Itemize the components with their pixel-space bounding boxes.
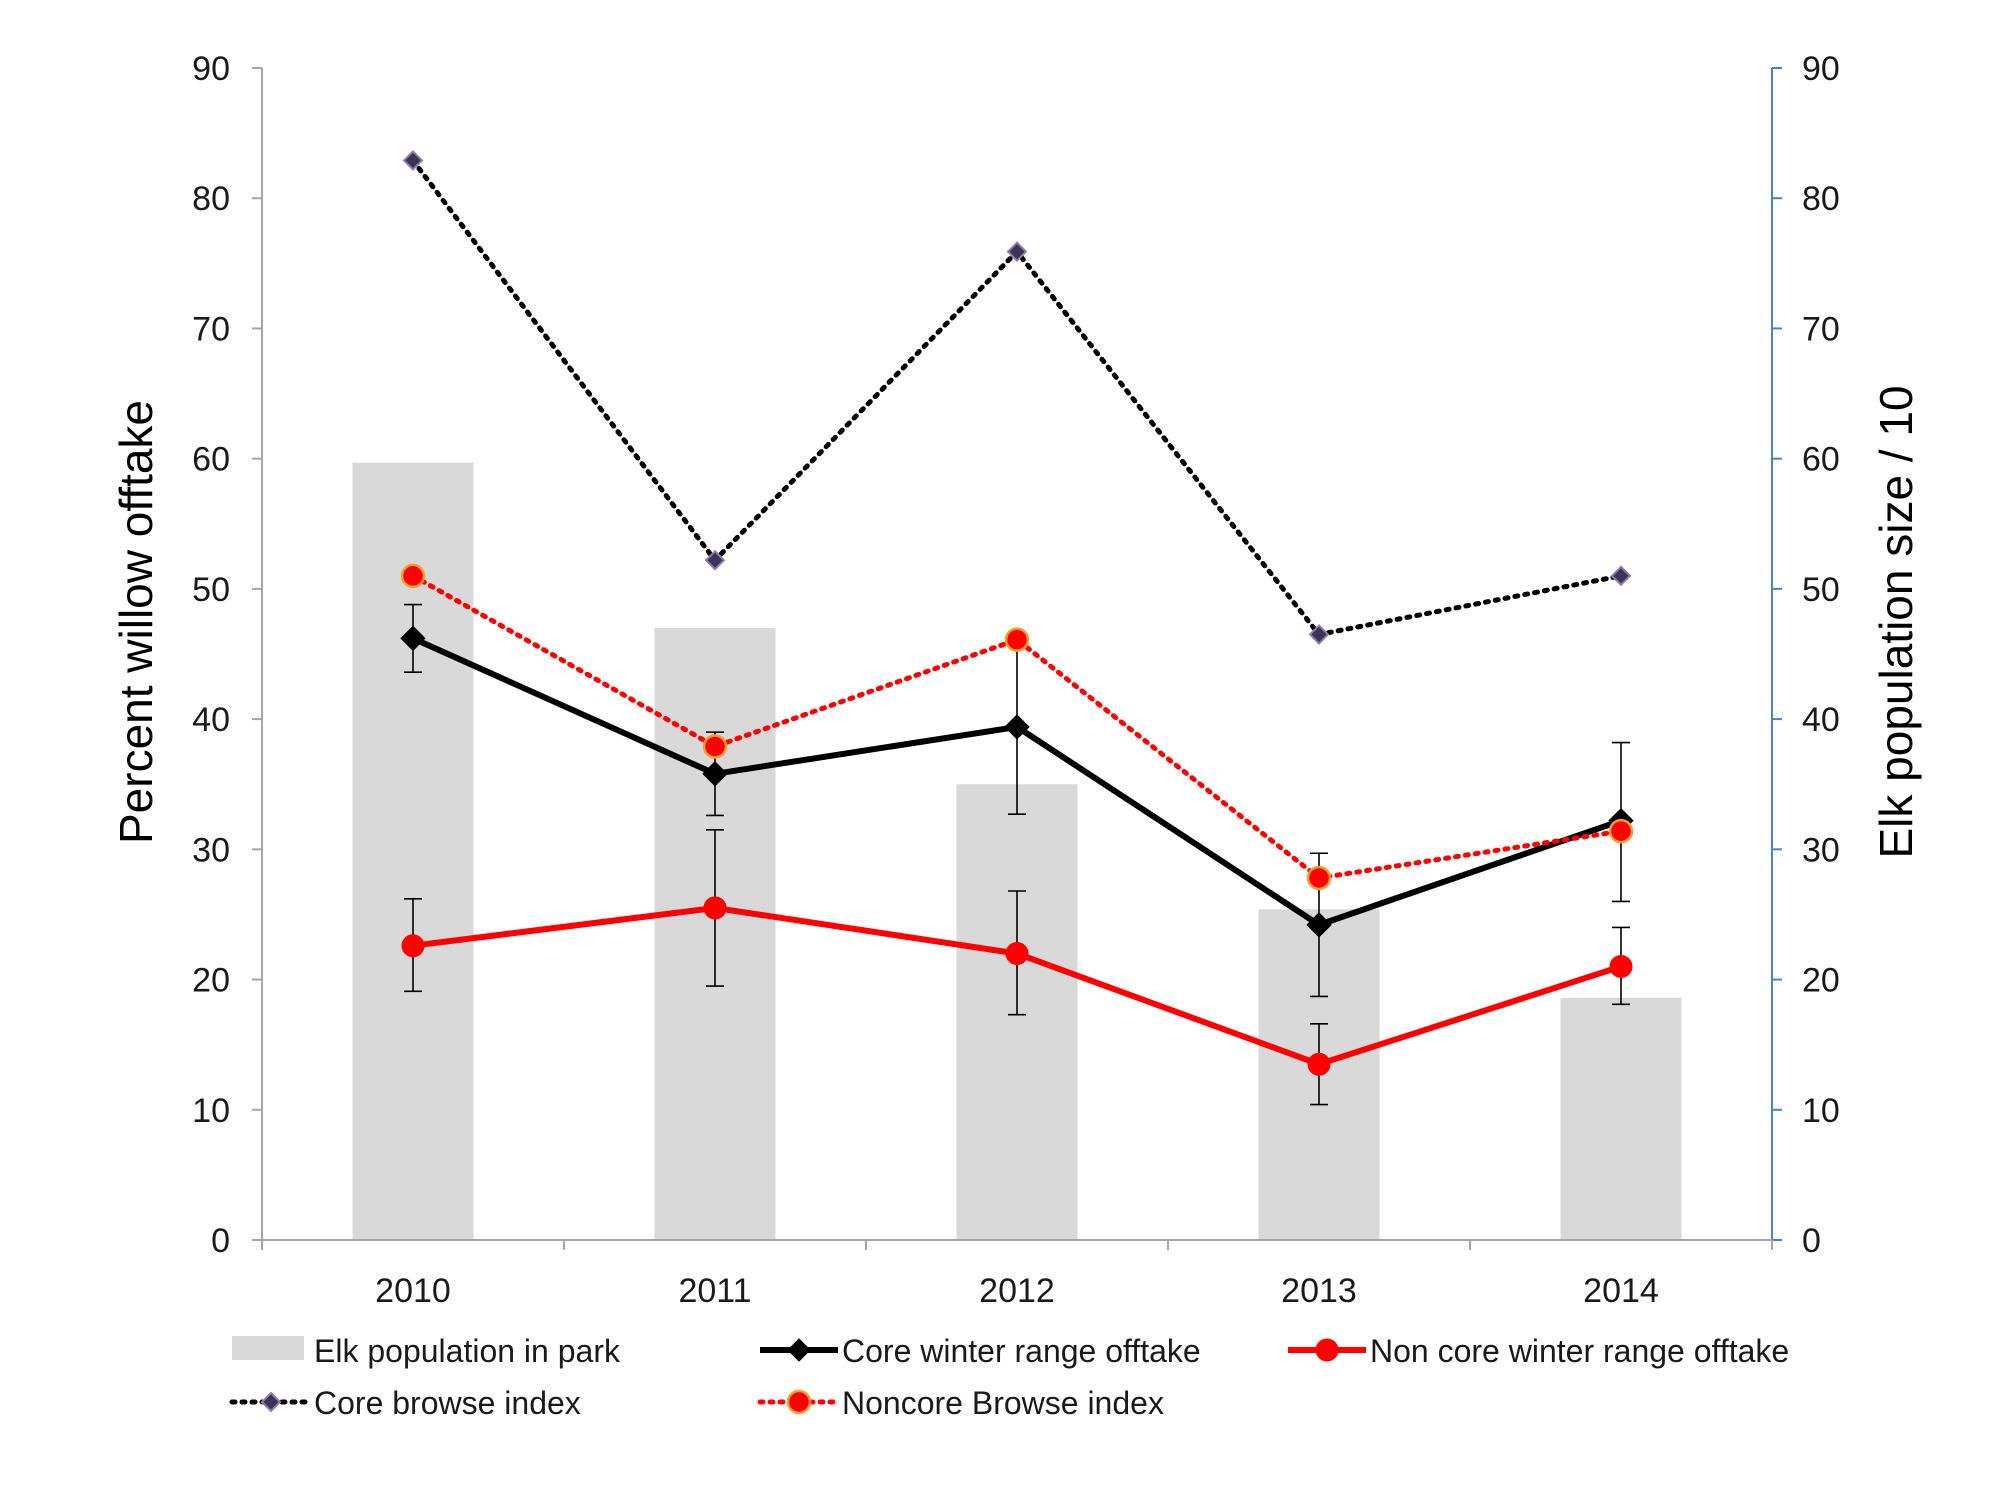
y-tick-label-left: 60	[192, 441, 230, 479]
point-non-core-winter-range-offtake-2013	[1307, 1052, 1331, 1076]
y-tick-label-left: 10	[192, 1092, 230, 1130]
x-tick-label-2012: 2012	[979, 1272, 1055, 1310]
x-tick-label-2011: 2011	[678, 1272, 751, 1310]
y-axis-right-title: Elk population size / 10	[1870, 385, 1922, 858]
y-tick-label-right: 90	[1802, 50, 1840, 88]
legend-item-elk-population-in-park: Elk population in park	[232, 1333, 621, 1369]
bar-layer	[352, 462, 1682, 1240]
bar-elk-2014	[1560, 997, 1682, 1240]
point-non-core-winter-range-offtake-2012	[1005, 942, 1029, 966]
point-core-winter-range-offtake-2013	[1306, 912, 1332, 938]
legend-marker-core-winter-range-offtake	[787, 1338, 811, 1362]
legend-label-non-core-winter-range-offtake: Non core winter range offtake	[1370, 1333, 1789, 1369]
point-noncore-browse-index-2014	[1608, 818, 1634, 844]
point-core-browse-index-2011	[704, 549, 726, 571]
y-tick-label-left: 0	[211, 1222, 230, 1260]
point-core-browse-index-2013	[1308, 624, 1330, 645]
y-tick-label-left: 30	[192, 831, 230, 869]
y-tick-label-right: 50	[1802, 571, 1840, 609]
legend-item-core-winter-range-offtake: Core winter range offtake	[760, 1333, 1201, 1369]
point-core-winter-range-offtake-2012	[1004, 714, 1030, 740]
legend-item-noncore-browse-index: Noncore Browse index	[757, 1385, 1164, 1421]
bar-elk-2010	[352, 462, 474, 1240]
series-line-noncore-browse-index	[410, 573, 1624, 881]
legend-marker-non-core-winter-range-offtake	[1315, 1338, 1339, 1362]
point-noncore-browse-index-2010	[400, 563, 426, 589]
axes-layer	[252, 67, 1782, 1250]
tick-label-layer: 0 0 10 10 20 20 30 30 40 40 50 50 60 60 70 70 80 80 90 90 20…	[192, 50, 1840, 1310]
y-tick-label-left: 50	[192, 571, 230, 609]
y-tick-label-right: 20	[1802, 962, 1840, 1000]
x-tick-label-2013: 2013	[1281, 1272, 1357, 1310]
legend-item-non-core-winter-range-offtake: Non core winter range offtake	[1288, 1333, 1789, 1369]
x-tick-label-2014: 2014	[1583, 1272, 1659, 1310]
legend-marker-core-browse-index	[260, 1391, 282, 1413]
y-tick-label-right: 70	[1802, 310, 1840, 348]
point-noncore-browse-index-2011	[702, 734, 728, 759]
y-tick-label-right: 60	[1802, 441, 1840, 479]
x-tick-label-2010: 2010	[375, 1272, 451, 1310]
legend-marker-noncore-browse-index	[786, 1389, 812, 1415]
legend-label-core-winter-range-offtake: Core winter range offtake	[842, 1333, 1201, 1369]
marker-layer	[400, 150, 1634, 1076]
y-tick-label-left: 90	[192, 50, 230, 88]
y-tick-label-right: 40	[1802, 701, 1840, 739]
y-tick-label-right: 80	[1802, 180, 1840, 218]
point-noncore-browse-index-2013	[1306, 865, 1332, 891]
point-non-core-winter-range-offtake-2010	[401, 934, 425, 958]
legend-label-noncore-browse-index: Noncore Browse index	[842, 1385, 1164, 1421]
point-non-core-winter-range-offtake-2011	[703, 896, 727, 920]
legend-label-core-browse-index: Core browse index	[314, 1385, 581, 1421]
y-tick-label-left: 80	[192, 180, 230, 218]
point-core-browse-index-2012	[1006, 241, 1028, 263]
y-tick-label-left: 70	[192, 310, 230, 348]
y-tick-label-right: 10	[1802, 1092, 1840, 1130]
point-core-browse-index-2014	[1610, 565, 1632, 587]
point-core-winter-range-offtake-2011	[702, 761, 728, 787]
point-core-winter-range-offtake-2010	[400, 625, 426, 652]
y-tick-label-left: 40	[192, 701, 230, 739]
point-non-core-winter-range-offtake-2014	[1609, 955, 1633, 979]
y-tick-label-right: 30	[1802, 831, 1840, 869]
series-line-core-browse-index	[410, 157, 1624, 637]
point-noncore-browse-index-2012	[1004, 627, 1030, 652]
legend-item-core-browse-index: Core browse index	[229, 1385, 581, 1421]
point-core-browse-index-2010	[402, 150, 424, 171]
legend-label-elk-population-in-park: Elk population in park	[314, 1333, 621, 1369]
legend: Elk population in park Core winter range …	[229, 1333, 1789, 1421]
legend-swatch-elk-population-in-park	[232, 1336, 304, 1360]
y-axis-left-title: Percent willow offtake	[110, 400, 162, 844]
y-tick-label-right: 0	[1802, 1222, 1821, 1260]
y-tick-label-left: 20	[192, 962, 230, 1000]
